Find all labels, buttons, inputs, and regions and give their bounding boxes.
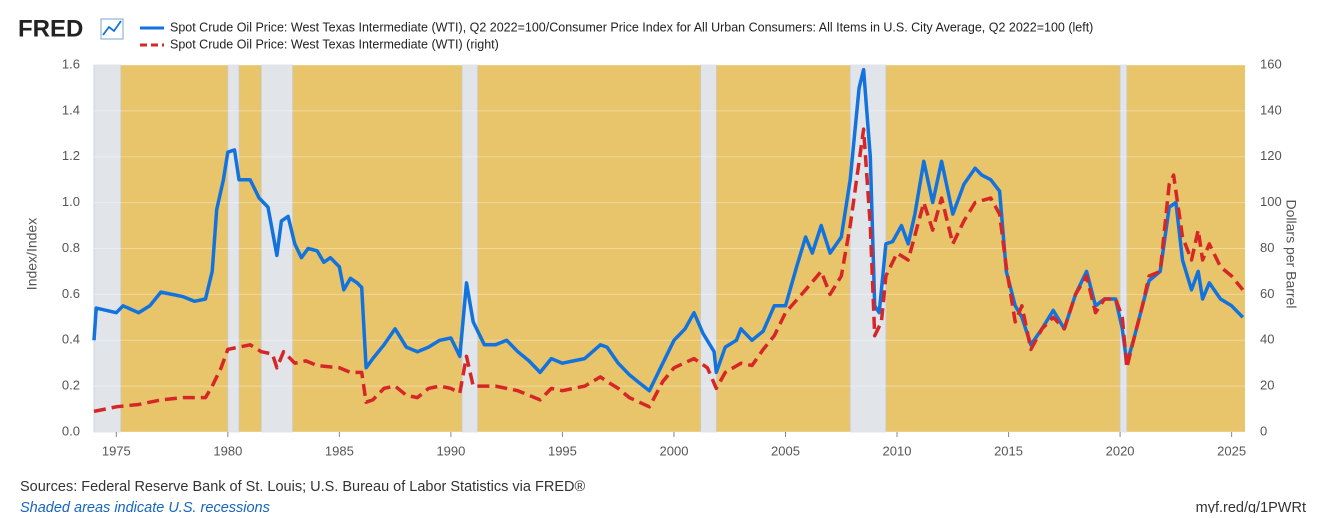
x-tick-label: 1985 [325, 443, 354, 458]
y2-tick-label: 100 [1260, 194, 1282, 209]
legend-item: Spot Crude Oil Price: West Texas Interme… [140, 37, 499, 51]
legend-item: Spot Crude Oil Price: West Texas Interme… [140, 20, 1093, 34]
fred-logo-link[interactable]: FRED [18, 15, 124, 42]
y2-tick-label: 0 [1260, 423, 1267, 438]
legend-label: Spot Crude Oil Price: West Texas Interme… [170, 37, 499, 51]
x-tick-label: 1995 [548, 443, 577, 458]
logo-icon-line[interactable] [102, 20, 122, 36]
y-tick-label: 0.8 [62, 240, 80, 255]
recession-band [93, 64, 122, 433]
x-tick-label: 2005 [771, 443, 800, 458]
y-tick-label: 1.0 [62, 194, 80, 209]
short-url[interactable]: myf.red/g/1PWRt [1196, 500, 1306, 516]
y2-tick-label: 160 [1260, 56, 1282, 71]
y-tick-label: 0.4 [62, 332, 80, 347]
y-tick-label: 0.6 [62, 286, 80, 301]
y2-axis-title: Dollars per Barrel [1283, 200, 1299, 309]
series-line [92, 67, 1245, 393]
recession-band [461, 64, 479, 433]
y-axis-title: Index/Index [24, 218, 40, 290]
x-tick-label: 2000 [660, 443, 689, 458]
x-tick-label: 2020 [1106, 443, 1135, 458]
recession-band [700, 64, 717, 433]
legend-label: Spot Crude Oil Price: West Texas Interme… [170, 20, 1093, 34]
recession-band [227, 64, 240, 433]
fred-logo[interactable]: FRED [18, 15, 83, 42]
x-tick-label: 1980 [213, 443, 242, 458]
y2-tick-label: 140 [1260, 102, 1282, 117]
y2-tick-label: 40 [1260, 332, 1274, 347]
y2-tick-label: 60 [1260, 286, 1274, 301]
x-tick-label: 2025 [1217, 443, 1246, 458]
series-line [93, 127, 1245, 414]
y2-tick-label: 80 [1260, 240, 1274, 255]
y2-tick-label: 120 [1260, 148, 1282, 163]
x-tick-label: 1990 [436, 443, 465, 458]
y-tick-label: 1.2 [62, 148, 80, 163]
y-tick-label: 0.2 [62, 378, 80, 393]
recession-band [1119, 64, 1128, 433]
recession-note[interactable]: Shaded areas indicate U.S. recessions [20, 500, 270, 516]
y-tick-label: 0.0 [62, 423, 80, 438]
y-tick-label: 1.6 [62, 56, 80, 71]
y2-tick-label: 20 [1260, 378, 1274, 393]
x-tick-label: 1975 [102, 443, 131, 458]
x-tick-label: 2010 [883, 443, 912, 458]
source-note: Sources: Federal Reserve Bank of St. Lou… [20, 479, 585, 495]
x-tick-label: 2015 [994, 443, 1023, 458]
y-tick-label: 1.4 [62, 102, 80, 117]
